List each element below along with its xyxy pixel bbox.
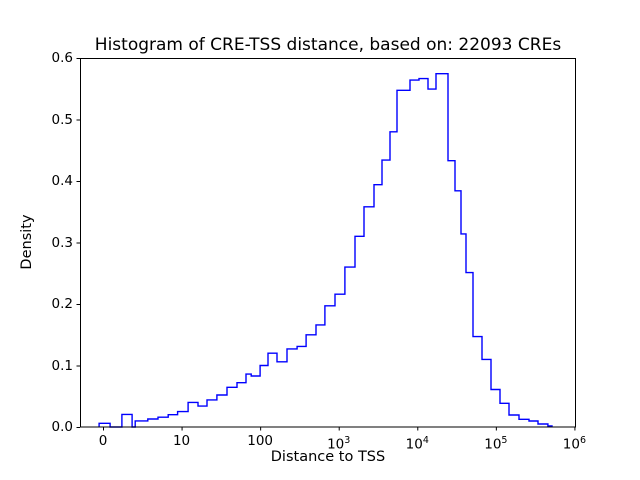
- x-tick-exponent: 3: [344, 435, 351, 446]
- y-tick-label: 0.6: [51, 50, 73, 66]
- axes-frame: [80, 58, 576, 428]
- y-tick-label: 0.2: [51, 296, 73, 312]
- y-tick-label: 0.1: [51, 357, 73, 374]
- x-tick-exponent: 6: [579, 435, 587, 446]
- x-tick-label: 103: [327, 435, 351, 453]
- y-tick-label: 0.3: [51, 234, 73, 251]
- y-tick-label: 0.0: [51, 419, 73, 435]
- x-tick-label: 105: [484, 435, 508, 453]
- y-tick-label: 0.5: [51, 111, 73, 128]
- x-tick-label: 104: [405, 435, 429, 453]
- x-axis-label: Distance to TSS: [270, 449, 386, 465]
- x-tick-label: 10: [172, 433, 191, 449]
- x-tick-label: 0: [98, 433, 108, 449]
- x-tick-label: 106: [562, 435, 587, 453]
- x-tick-label: 100: [247, 433, 274, 449]
- x-tick-exponent: 4: [422, 435, 429, 446]
- chart-title: Histogram of CRE-TSS distance, based on:…: [94, 35, 562, 55]
- y-tick-label: 0.4: [51, 173, 73, 189]
- x-tick-exponent: 5: [501, 435, 508, 446]
- histogram-line: [98, 73, 553, 428]
